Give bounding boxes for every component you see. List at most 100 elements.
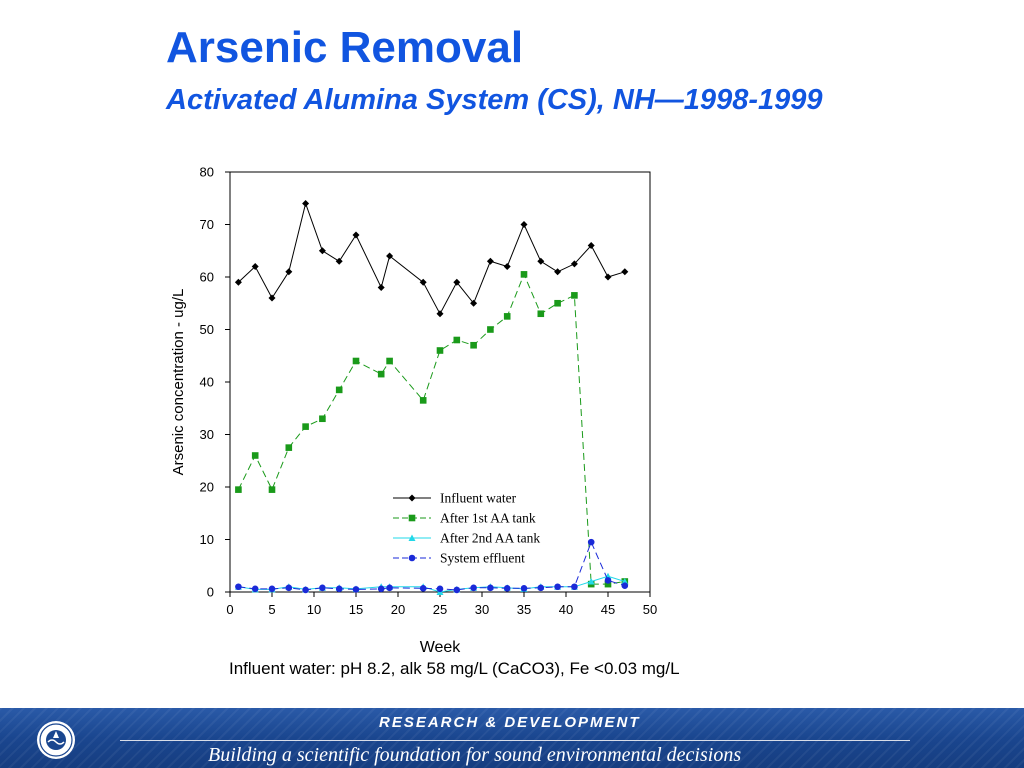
footer-pattern — [0, 708, 1024, 768]
series-4-point — [587, 538, 595, 546]
series-4-point — [470, 584, 477, 592]
series-2-point — [335, 386, 343, 394]
legend-entry-label: System effluent — [440, 551, 525, 566]
series-1-point — [503, 263, 511, 270]
legend-entry-label: After 1st AA tank — [440, 511, 536, 526]
series-4-point — [571, 583, 578, 591]
series-1-point — [251, 263, 259, 270]
series-4-point — [503, 585, 511, 592]
series-4-point — [621, 582, 629, 589]
series-1-point — [377, 284, 385, 291]
x-tick-label: 10 — [307, 602, 321, 617]
legend-entry-label: Influent water — [440, 491, 517, 506]
series-2-point — [319, 415, 326, 423]
y-tick-label: 50 — [200, 322, 214, 337]
series-1-point — [386, 252, 394, 260]
series-1-point — [486, 257, 494, 265]
slide-title: Arsenic Removal — [166, 23, 524, 72]
legend-entry-label: After 2nd AA tank — [440, 531, 540, 546]
series-4-point — [487, 584, 494, 592]
series-2-point — [419, 397, 427, 404]
series-line-3 — [238, 575, 625, 593]
legend-marker — [408, 554, 416, 562]
y-tick-label: 80 — [200, 165, 214, 180]
x-axis-label: Week — [420, 639, 462, 656]
series-line-4 — [238, 540, 625, 591]
x-tick-label: 25 — [433, 602, 447, 617]
chart-footnote: Influent water: pH 8.2, alk 58 mg/L (CaC… — [229, 659, 680, 678]
y-tick-label: 0 — [207, 585, 214, 600]
series-1-point — [453, 278, 461, 286]
series-2-point — [302, 423, 309, 430]
footer-bar: RESEARCH & DEVELOPMENT Building a scient… — [0, 708, 1024, 768]
plot-area — [229, 171, 651, 593]
chart-panel: 0 5 10 15 20 25 30 35 40 45 50 0 10 20 30 40 50 60 70 80 Ar… — [160, 143, 732, 683]
x-tick-label: 15 — [349, 602, 363, 617]
footer-heading: RESEARCH & DEVELOPMENT — [379, 714, 641, 731]
series-line-2 — [237, 273, 625, 585]
series-1-point — [604, 273, 612, 281]
series-2-point — [251, 452, 259, 459]
x-tick-label: 50 — [643, 602, 657, 617]
series-1-point — [520, 221, 528, 228]
x-tick-label: 40 — [559, 602, 573, 617]
series-4-point — [520, 585, 528, 592]
y-axis-label: Arsenic concentration - ug/L — [170, 289, 187, 476]
footer-tagline: Building a scientific foundation for sou… — [208, 744, 742, 766]
y-tick-label: 30 — [200, 427, 214, 442]
series-2-point — [285, 444, 293, 451]
series-4-point — [377, 585, 385, 593]
series-1-point — [621, 268, 629, 276]
series-4-point — [251, 585, 259, 593]
series-1-point — [352, 231, 360, 239]
epa-seal-icon — [37, 721, 75, 759]
series-1-point — [285, 268, 293, 276]
series-4-point — [386, 584, 393, 592]
x-tick-label: 0 — [226, 602, 233, 617]
arsenic-chart: 0 5 10 15 20 25 30 35 40 45 50 0 10 20 30 40 50 60 70 80 Ar… — [170, 165, 657, 657]
x-tick-label: 20 — [391, 602, 405, 617]
series-1-point — [570, 260, 578, 268]
series-1-point — [436, 310, 444, 318]
series-1-point — [335, 257, 343, 265]
series-2-point — [520, 271, 528, 278]
series-3-point — [621, 578, 629, 585]
series-4-point — [436, 585, 444, 593]
legend-marker — [408, 534, 416, 541]
y-tick-label: 40 — [200, 375, 214, 390]
series-4-point — [319, 584, 326, 592]
y-tick-label: 10 — [200, 532, 214, 547]
series-4-point — [285, 584, 293, 592]
series-1-point — [268, 294, 276, 302]
series-4-point — [554, 583, 561, 591]
series-1-point — [470, 299, 478, 307]
series-1-point — [419, 278, 427, 286]
x-tick-label: 30 — [475, 602, 489, 617]
series-4-point — [453, 586, 461, 594]
series-4-point — [268, 585, 276, 593]
series-4-point — [604, 577, 612, 584]
series-2-point — [487, 326, 494, 333]
series-3-point — [587, 578, 595, 585]
x-tick-label: 5 — [268, 602, 275, 617]
series-4-point — [419, 585, 427, 592]
series-2-point — [352, 357, 360, 365]
series-2-point — [554, 299, 561, 307]
series-line-1 — [238, 201, 625, 315]
series-4-point — [335, 585, 343, 593]
y-tick-label: 70 — [200, 217, 214, 232]
chart-legend: Influent water After 1st AA tank After 2nd… — [393, 491, 540, 566]
footer-divider — [120, 740, 910, 741]
legend-marker — [408, 514, 416, 522]
series-1-point — [302, 200, 310, 207]
series-2-point — [470, 341, 477, 349]
series-2-point — [268, 486, 276, 493]
series-2-point — [604, 580, 612, 588]
series-2-point — [235, 486, 242, 493]
series-2-point — [386, 357, 393, 365]
series-4-point — [302, 586, 309, 594]
series-1-point — [537, 257, 545, 265]
series-2-point — [571, 292, 578, 299]
x-tick-label: 45 — [601, 602, 615, 617]
series-2-point — [537, 310, 545, 318]
